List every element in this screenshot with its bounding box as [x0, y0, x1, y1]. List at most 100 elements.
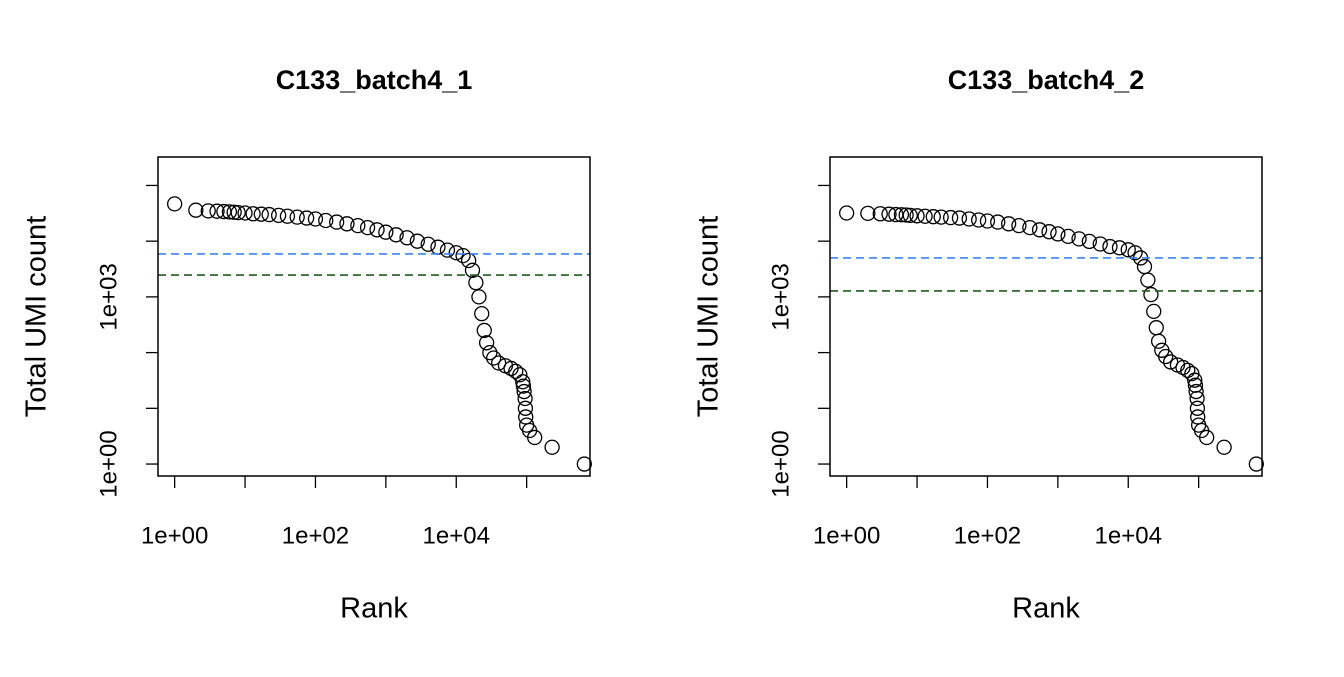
point [527, 429, 543, 446]
point [200, 203, 216, 219]
point [1184, 365, 1200, 382]
point [515, 374, 531, 390]
point [1189, 400, 1206, 416]
point [961, 211, 977, 227]
point [917, 208, 933, 224]
point [1000, 216, 1017, 232]
point [893, 207, 910, 223]
point [1092, 236, 1108, 252]
point [942, 209, 959, 226]
point [270, 207, 287, 224]
point [1081, 233, 1097, 250]
y-tick-label: 1e+00 [767, 430, 794, 497]
point [512, 367, 528, 383]
point [544, 439, 560, 455]
chart-title: C133_batch4_1 [276, 65, 473, 95]
point [230, 204, 246, 221]
point [1162, 354, 1179, 370]
point [1175, 359, 1191, 376]
point [1191, 417, 1207, 433]
point [517, 400, 534, 416]
point [455, 247, 471, 264]
point [516, 383, 532, 400]
point [464, 262, 481, 278]
point [261, 206, 277, 223]
point [979, 213, 996, 229]
y-tick-label: 1e+03 [95, 263, 122, 330]
point [1158, 348, 1174, 365]
point [378, 224, 394, 240]
y-tick-label: 1e+00 [95, 430, 122, 497]
point [1187, 372, 1203, 388]
point [990, 214, 1006, 230]
point [1150, 333, 1167, 349]
point [951, 210, 968, 226]
x-tick-label: 1e+00 [813, 522, 880, 549]
point [1022, 219, 1038, 236]
chart-title: C133_batch4_2 [948, 65, 1145, 95]
point [328, 214, 345, 230]
point [476, 322, 492, 339]
x-tick-label: 1e+02 [282, 522, 349, 549]
y-axis-label: Total UMI count [21, 216, 53, 417]
point [933, 209, 949, 225]
point [350, 217, 366, 234]
point [1071, 231, 1087, 247]
point [226, 204, 242, 220]
x-axis-label: Rank [1012, 593, 1080, 625]
point [318, 212, 334, 229]
y-tick-label: 1e+03 [767, 263, 794, 330]
point [902, 207, 918, 224]
point [909, 208, 925, 224]
point [1041, 224, 1057, 240]
x-axis-label: Rank [340, 593, 408, 625]
y-axis-label: Total UMI count [693, 216, 725, 417]
point [576, 456, 592, 472]
point [508, 363, 524, 380]
point [1127, 245, 1143, 261]
plot-frame [157, 156, 591, 477]
point [860, 205, 876, 222]
point [1011, 217, 1027, 234]
point [420, 236, 436, 252]
point [1050, 226, 1066, 242]
point [245, 206, 261, 222]
point [971, 212, 987, 228]
point [430, 239, 446, 255]
x-tick-label: 1e+00 [141, 522, 208, 549]
x-tick-label: 1e+04 [423, 522, 490, 549]
point [1146, 303, 1162, 320]
point [409, 233, 425, 249]
point [517, 390, 533, 407]
point [253, 206, 269, 222]
point [1148, 320, 1164, 336]
point [1143, 286, 1159, 303]
point [519, 417, 535, 433]
point [289, 209, 305, 225]
point [471, 289, 487, 305]
point [237, 205, 253, 221]
point [1111, 240, 1128, 256]
plot-frame [829, 156, 1263, 477]
point [1248, 456, 1264, 472]
point [461, 252, 477, 269]
point [515, 378, 532, 394]
point [474, 306, 490, 322]
point [1216, 439, 1232, 455]
point [1102, 238, 1118, 255]
point [279, 208, 296, 224]
panel: C133_batch4_2 Rank Total UMI count 1e+00 1e+… [693, 65, 1264, 625]
point [369, 222, 385, 238]
point [1031, 222, 1048, 238]
point [1136, 258, 1153, 275]
point [898, 207, 914, 223]
point [307, 211, 324, 227]
x-tick-label: 1e+02 [954, 522, 1021, 549]
point [486, 350, 502, 366]
point [482, 344, 498, 361]
point [839, 205, 855, 221]
point [439, 242, 456, 258]
point [299, 210, 315, 226]
point [1140, 272, 1156, 288]
